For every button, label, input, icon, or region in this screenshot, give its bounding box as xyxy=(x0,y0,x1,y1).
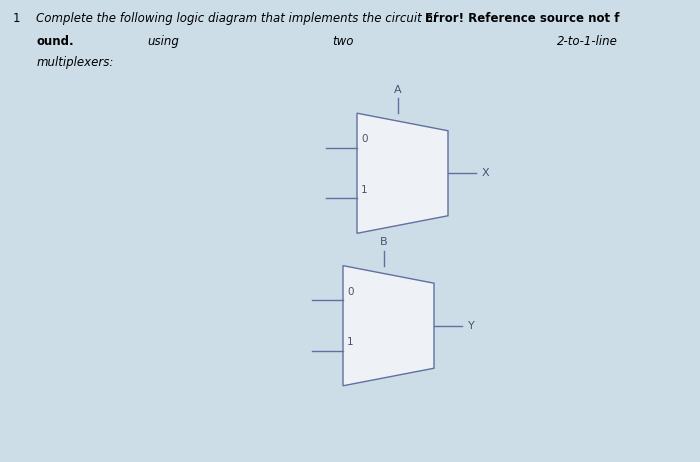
Text: Y: Y xyxy=(468,321,475,331)
Text: 0: 0 xyxy=(347,287,354,297)
Text: two: two xyxy=(332,35,354,48)
Text: Complete the following logic diagram that implements the circuit of: Complete the following logic diagram tha… xyxy=(36,12,441,24)
Polygon shape xyxy=(343,266,434,386)
Polygon shape xyxy=(357,113,448,233)
Text: 1: 1 xyxy=(361,185,368,195)
Text: ound.: ound. xyxy=(36,35,74,48)
Text: B: B xyxy=(380,237,388,247)
Text: multiplexers:: multiplexers: xyxy=(36,56,114,69)
Text: X: X xyxy=(482,168,489,178)
Text: 1: 1 xyxy=(13,12,20,24)
Text: 2-to-1-line: 2-to-1-line xyxy=(556,35,617,48)
Text: A: A xyxy=(394,85,402,95)
Text: 0: 0 xyxy=(361,134,368,144)
Text: 1: 1 xyxy=(347,337,354,347)
Text: using: using xyxy=(147,35,179,48)
Text: Error! Reference source not f: Error! Reference source not f xyxy=(425,12,620,24)
